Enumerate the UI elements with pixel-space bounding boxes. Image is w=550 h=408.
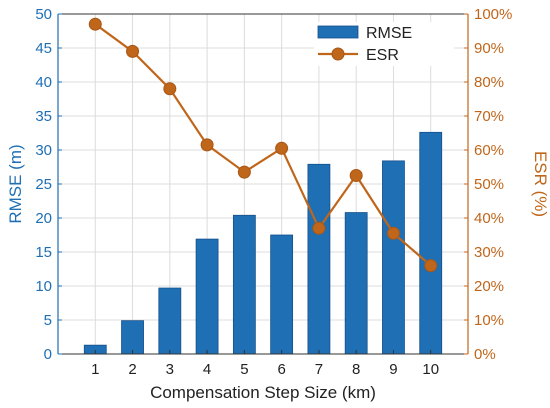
right-tick-label: 50% xyxy=(474,176,504,193)
esr-marker xyxy=(200,138,214,152)
rmse-bar xyxy=(382,160,405,355)
right-tick-label: 60% xyxy=(474,142,504,159)
left-axis-label: RMSE (m) xyxy=(6,144,25,223)
esr-line xyxy=(94,23,432,267)
x-tick-label: 9 xyxy=(389,361,397,378)
esr-marker xyxy=(424,259,438,273)
legend-rmse-label: RMSE xyxy=(366,25,412,42)
right-tick-label: 20% xyxy=(474,278,504,295)
left-tick-label: 10 xyxy=(35,278,52,295)
x-tick-label: 3 xyxy=(166,361,174,378)
left-tick-label: 0 xyxy=(44,346,52,363)
x-tick-label: 6 xyxy=(277,361,285,378)
x-tick-label: 7 xyxy=(315,361,323,378)
left-tick-label: 25 xyxy=(35,176,52,193)
rmse-bar xyxy=(195,238,219,355)
x-tick-label: 5 xyxy=(240,361,248,378)
rmse-bar xyxy=(307,163,331,355)
legend-rmse-swatch xyxy=(317,25,359,39)
left-tick-label: 30 xyxy=(35,142,52,159)
rmse-bar xyxy=(158,287,182,355)
x-tick-label: 2 xyxy=(128,361,136,378)
rmse-bar xyxy=(270,234,294,355)
x-tick-label: 8 xyxy=(352,361,360,378)
rmse-bar xyxy=(232,214,256,355)
rmse-bar xyxy=(121,320,144,355)
esr-marker xyxy=(312,221,326,235)
esr-marker xyxy=(275,141,289,155)
left-tick-label: 45 xyxy=(35,40,52,57)
rmse-bar xyxy=(344,212,368,355)
esr-marker xyxy=(88,17,102,31)
x-tick-label: 10 xyxy=(422,361,439,378)
right-tick-label: 0% xyxy=(474,346,496,363)
right-tick-label: 30% xyxy=(474,244,504,261)
right-tick-label: 90% xyxy=(474,40,504,57)
right-tick-label: 10% xyxy=(474,312,504,329)
left-tick-label: 50 xyxy=(35,6,52,23)
right-tick-label: 70% xyxy=(474,108,504,125)
legend-esr-marker xyxy=(331,47,345,61)
right-tick-label: 100% xyxy=(474,6,512,23)
right-tick-label: 80% xyxy=(474,74,504,91)
esr-marker xyxy=(386,226,400,240)
left-tick-label: 20 xyxy=(35,210,52,227)
x-tick-label: 4 xyxy=(203,361,211,378)
x-axis-label: Compensation Step Size (km) xyxy=(150,383,376,402)
x-tick-label: 1 xyxy=(91,361,99,378)
right-axis-label: ESR (%) xyxy=(531,151,550,217)
left-tick-label: 5 xyxy=(44,312,52,329)
legend-esr-label: ESR xyxy=(366,47,399,64)
esr-marker xyxy=(237,165,251,179)
left-tick-label: 15 xyxy=(35,244,52,261)
esr-marker xyxy=(349,169,363,182)
left-tick-label: 35 xyxy=(35,108,52,125)
rmse-bar xyxy=(419,131,443,355)
esr-marker xyxy=(163,82,177,96)
esr-marker xyxy=(126,44,140,58)
right-tick-label: 40% xyxy=(474,210,504,227)
left-tick-label: 40 xyxy=(35,74,52,91)
